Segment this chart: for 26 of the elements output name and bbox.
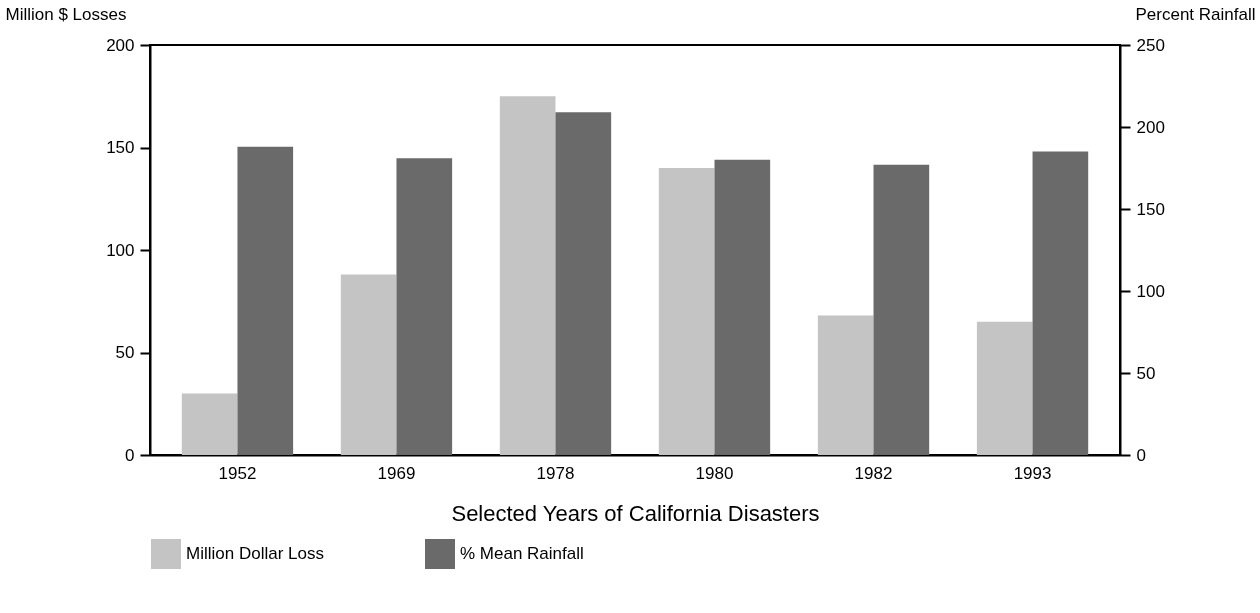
x-tick-label: 1952 (218, 463, 257, 483)
y-tick-label: 0 (125, 445, 135, 465)
y-axis-title: Million $ Losses (5, 4, 127, 24)
x-tick-label: 1982 (854, 463, 893, 483)
y2-tick-label: 50 (1136, 363, 1156, 383)
x-tick-label: 1993 (1013, 463, 1052, 483)
y2-tick-label: 150 (1136, 199, 1165, 219)
y-tick-label: 100 (106, 240, 135, 260)
bar (873, 164, 930, 455)
y2-tick-label: 100 (1136, 281, 1165, 301)
y-tick-label: 150 (106, 138, 135, 157)
y2-tick-label: 200 (1136, 117, 1165, 137)
y2-tick-label: 0 (1136, 445, 1146, 465)
x-tick-label: 1978 (536, 463, 575, 483)
y-tick-label: 200 (106, 35, 135, 55)
x-tick-label: 1980 (695, 463, 734, 483)
legend-label: % Mean Rainfall (460, 544, 584, 563)
bar (237, 146, 294, 455)
x-tick-label: 1969 (377, 463, 416, 483)
bar (181, 393, 238, 455)
y2-tick-label: 250 (1136, 35, 1165, 55)
y-tick-label: 50 (115, 343, 135, 362)
x-axis-title: Selected Years of California Disasters (451, 500, 820, 526)
y2-axis-title: Percent Rainfall (1135, 4, 1256, 24)
legend-label: Million Dollar Loss (186, 544, 324, 563)
bar (1032, 151, 1089, 455)
